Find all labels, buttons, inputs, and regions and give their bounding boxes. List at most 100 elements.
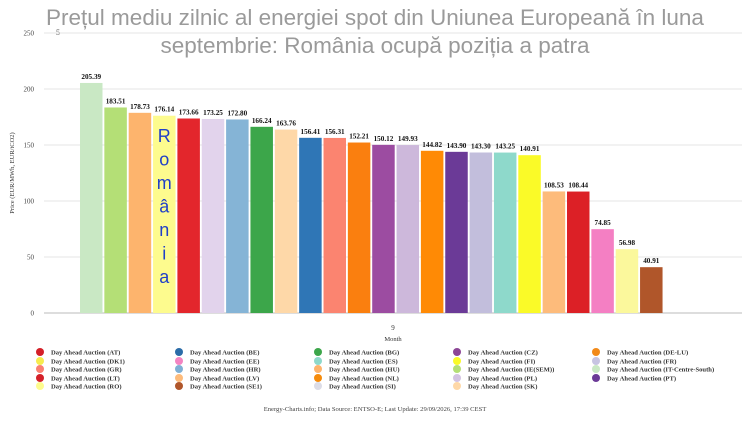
bar — [445, 151, 468, 313]
bar — [469, 152, 493, 313]
bar — [615, 249, 639, 313]
legend-item[interactable]: Day Ahead Auction (HR) — [175, 365, 261, 374]
legend-swatch — [453, 348, 461, 356]
legend-label: Day Ahead Auction (IE(SEM)) — [468, 366, 555, 374]
bar — [567, 191, 590, 313]
y-tick-label: 0 — [31, 310, 35, 318]
data-label: 205.39 — [81, 73, 101, 81]
bar — [226, 119, 249, 314]
legend-item[interactable]: Day Ahead Auction (BE) — [175, 348, 259, 357]
bar-chart: 0 50 100 150 200 250 Price (EUR/MWh, EUR/tCO2)… — [9, 30, 742, 343]
data-label: 108.44 — [568, 182, 588, 190]
bar — [347, 142, 371, 313]
legend-item[interactable]: Day Ahead Auction (FR) — [592, 356, 677, 366]
legend-label: Day Ahead Auction (DK1) — [51, 358, 125, 366]
legend-item[interactable]: Day Ahead Auction (RO) — [36, 382, 122, 391]
bar — [542, 191, 566, 313]
legend-item[interactable]: Day Ahead Auction (SE1) — [175, 382, 262, 391]
data-label: 149.93 — [398, 135, 418, 143]
data-label: 173.66 — [179, 109, 199, 117]
legend-label: Day Ahead Auction (GR) — [51, 366, 122, 374]
legend-item[interactable]: Day Ahead Auction (GR) — [36, 365, 122, 374]
legend-item[interactable]: Day Ahead Auction (LT) — [36, 373, 120, 382]
legend-swatch — [592, 356, 600, 365]
legend-item[interactable]: Day Ahead Auction (NL) — [314, 373, 399, 383]
legend-item[interactable]: Day Ahead Auction (DK1) — [36, 356, 125, 366]
y-tick-label: 250 — [24, 30, 35, 38]
legend-swatch — [36, 348, 44, 356]
legend-label: Day Ahead Auction (SK) — [468, 383, 538, 391]
legend-label: Day Ahead Auction (NL) — [329, 375, 399, 383]
data-label: 140.91 — [520, 145, 540, 153]
data-label: 156.31 — [325, 128, 345, 136]
data-label: 56.98 — [619, 239, 636, 247]
bar — [493, 152, 517, 313]
legend-label: Day Ahead Auction (SI) — [329, 383, 396, 391]
data-label: 166.24 — [252, 117, 272, 125]
legend-label: Day Ahead Auction (FI) — [468, 358, 536, 366]
data-label: 144.82 — [422, 141, 442, 149]
bar — [104, 107, 127, 313]
legend-item[interactable]: Day Ahead Auction (EE) — [175, 356, 260, 366]
source-footer: Energy-Charts.info; Data Source: ENTSO-E… — [263, 406, 487, 413]
legend-item[interactable]: Day Ahead Auction (BG) — [314, 348, 399, 357]
legend-swatch — [36, 373, 44, 382]
legend-swatch — [36, 356, 44, 365]
legend-label: Day Ahead Auction (HU) — [329, 366, 400, 374]
y-tick-label: 50 — [27, 254, 35, 262]
legend-item[interactable]: Day Ahead Auction (LV) — [175, 373, 259, 382]
annotation-letter: a — [159, 267, 170, 287]
annotation-letter: n — [159, 220, 169, 240]
legend-label: Day Ahead Auction (IT-Centre-South) — [607, 366, 715, 374]
data-label: 150.12 — [374, 135, 394, 143]
bar — [372, 144, 395, 313]
legend-item[interactable]: Day Ahead Auction (PL) — [453, 373, 537, 382]
annotation-letter: i — [162, 244, 166, 264]
legend-label: Day Ahead Auction (HR) — [190, 366, 261, 374]
legend-label: Day Ahead Auction (BE) — [190, 349, 260, 357]
legend-label: Day Ahead Auction (CZ) — [468, 349, 538, 357]
bar — [396, 145, 420, 313]
data-label: 108.53 — [544, 181, 564, 189]
annotation-letter: o — [159, 150, 169, 170]
legend-item[interactable]: Day Ahead Auction (PT) — [592, 373, 677, 383]
bar — [153, 115, 176, 313]
legend-swatch — [592, 365, 600, 374]
bar — [177, 118, 200, 314]
legend-label: Day Ahead Auction (SE1) — [190, 383, 262, 391]
bar — [323, 137, 346, 313]
legend-item[interactable]: Day Ahead Auction (ES) — [314, 356, 398, 365]
legend-swatch — [36, 382, 44, 391]
legend-swatch — [175, 348, 183, 356]
data-label: 176.14 — [154, 106, 174, 114]
data-label: 183.51 — [106, 97, 126, 105]
data-label: 163.76 — [276, 120, 296, 128]
y-tick-label: 150 — [24, 142, 35, 150]
legend-label: Day Ahead Auction (PT) — [607, 375, 677, 383]
legend-item[interactable]: Day Ahead Auction (FI) — [453, 356, 536, 366]
legend-swatch — [314, 373, 322, 382]
legend-item[interactable]: Day Ahead Auction (CZ) — [453, 348, 538, 357]
legend-swatch — [314, 365, 322, 374]
annotation-letter: â — [159, 197, 170, 217]
legend-item[interactable]: Day Ahead Auction (SI) — [314, 382, 396, 391]
legend-item[interactable]: Day Ahead Auction (IT-Centre-South) — [592, 365, 714, 374]
legend-item[interactable]: Day Ahead Auction (IE(SEM)) — [453, 365, 554, 374]
legend-label: Day Ahead Auction (EE) — [190, 358, 260, 366]
data-label: 143.25 — [495, 143, 515, 151]
data-label: 173.25 — [203, 109, 223, 117]
legend-swatch — [314, 382, 322, 391]
legend-label: Day Ahead Auction (BG) — [329, 349, 400, 357]
legend-label: Day Ahead Auction (FR) — [607, 358, 677, 366]
legend-label: Day Ahead Auction (RO) — [51, 383, 122, 391]
bar — [274, 129, 298, 313]
bar — [80, 82, 103, 314]
legend-item[interactable]: Day Ahead Auction (AT) — [36, 348, 120, 357]
annotation-letter: m — [157, 173, 172, 193]
legend-item[interactable]: Day Ahead Auction (DE-LU) — [592, 348, 688, 357]
data-label: 178.73 — [130, 103, 150, 111]
bar — [420, 150, 444, 313]
legend-item[interactable]: Day Ahead Auction (SK) — [453, 382, 537, 391]
legend-label: Day Ahead Auction (DE-LU) — [607, 349, 689, 357]
legend-item[interactable]: Day Ahead Auction (HU) — [314, 365, 400, 374]
